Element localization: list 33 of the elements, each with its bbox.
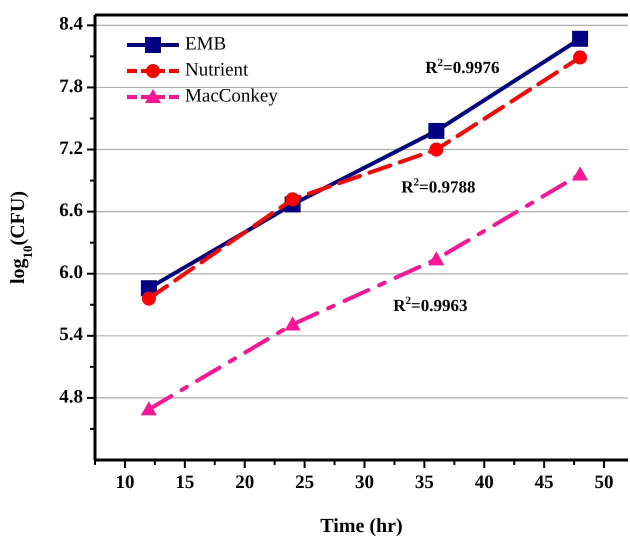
y-tick-label: 6.6: [59, 200, 83, 221]
point: [140, 401, 157, 416]
legend-label: EMB: [185, 33, 226, 54]
y-tick-label: 4.8: [59, 386, 83, 408]
point: [572, 166, 588, 180]
point: [284, 316, 301, 330]
x-axis-title: Time (hr): [320, 515, 403, 537]
annotation: R$^{2}$=0.9963: [393, 294, 468, 316]
x-tick-label: 35: [414, 472, 434, 493]
x-tick-label: 20: [235, 472, 254, 493]
x-tick-label: 15: [175, 472, 194, 493]
y-tick-label: 8.4: [59, 14, 84, 35]
annotation: R$^{2}$=0.9788: [401, 176, 476, 196]
point: [286, 192, 300, 206]
x-tick-label: 50: [594, 472, 614, 493]
legend-label: Nutrient: [185, 59, 250, 80]
point: [573, 50, 588, 64]
x-tick-label: 45: [534, 472, 554, 493]
annotation: R$^{2}$=0.9976: [425, 56, 500, 77]
point: [428, 251, 444, 266]
legend-label: MacConkey: [185, 85, 278, 106]
x-tick-label: 10: [115, 472, 134, 493]
y-tick-label: 5.4: [59, 324, 84, 346]
x-tick-label: 40: [474, 472, 494, 493]
point: [572, 30, 588, 47]
y-tick-label: 6.0: [59, 262, 83, 284]
y-tick-label: 7.2: [59, 138, 83, 159]
y-tick-label: 7.8: [59, 76, 83, 97]
x-tick-label: 25: [295, 472, 314, 493]
point: [142, 292, 156, 306]
point: [429, 142, 444, 157]
x-tick-label: 30: [354, 472, 374, 493]
point: [428, 122, 444, 139]
